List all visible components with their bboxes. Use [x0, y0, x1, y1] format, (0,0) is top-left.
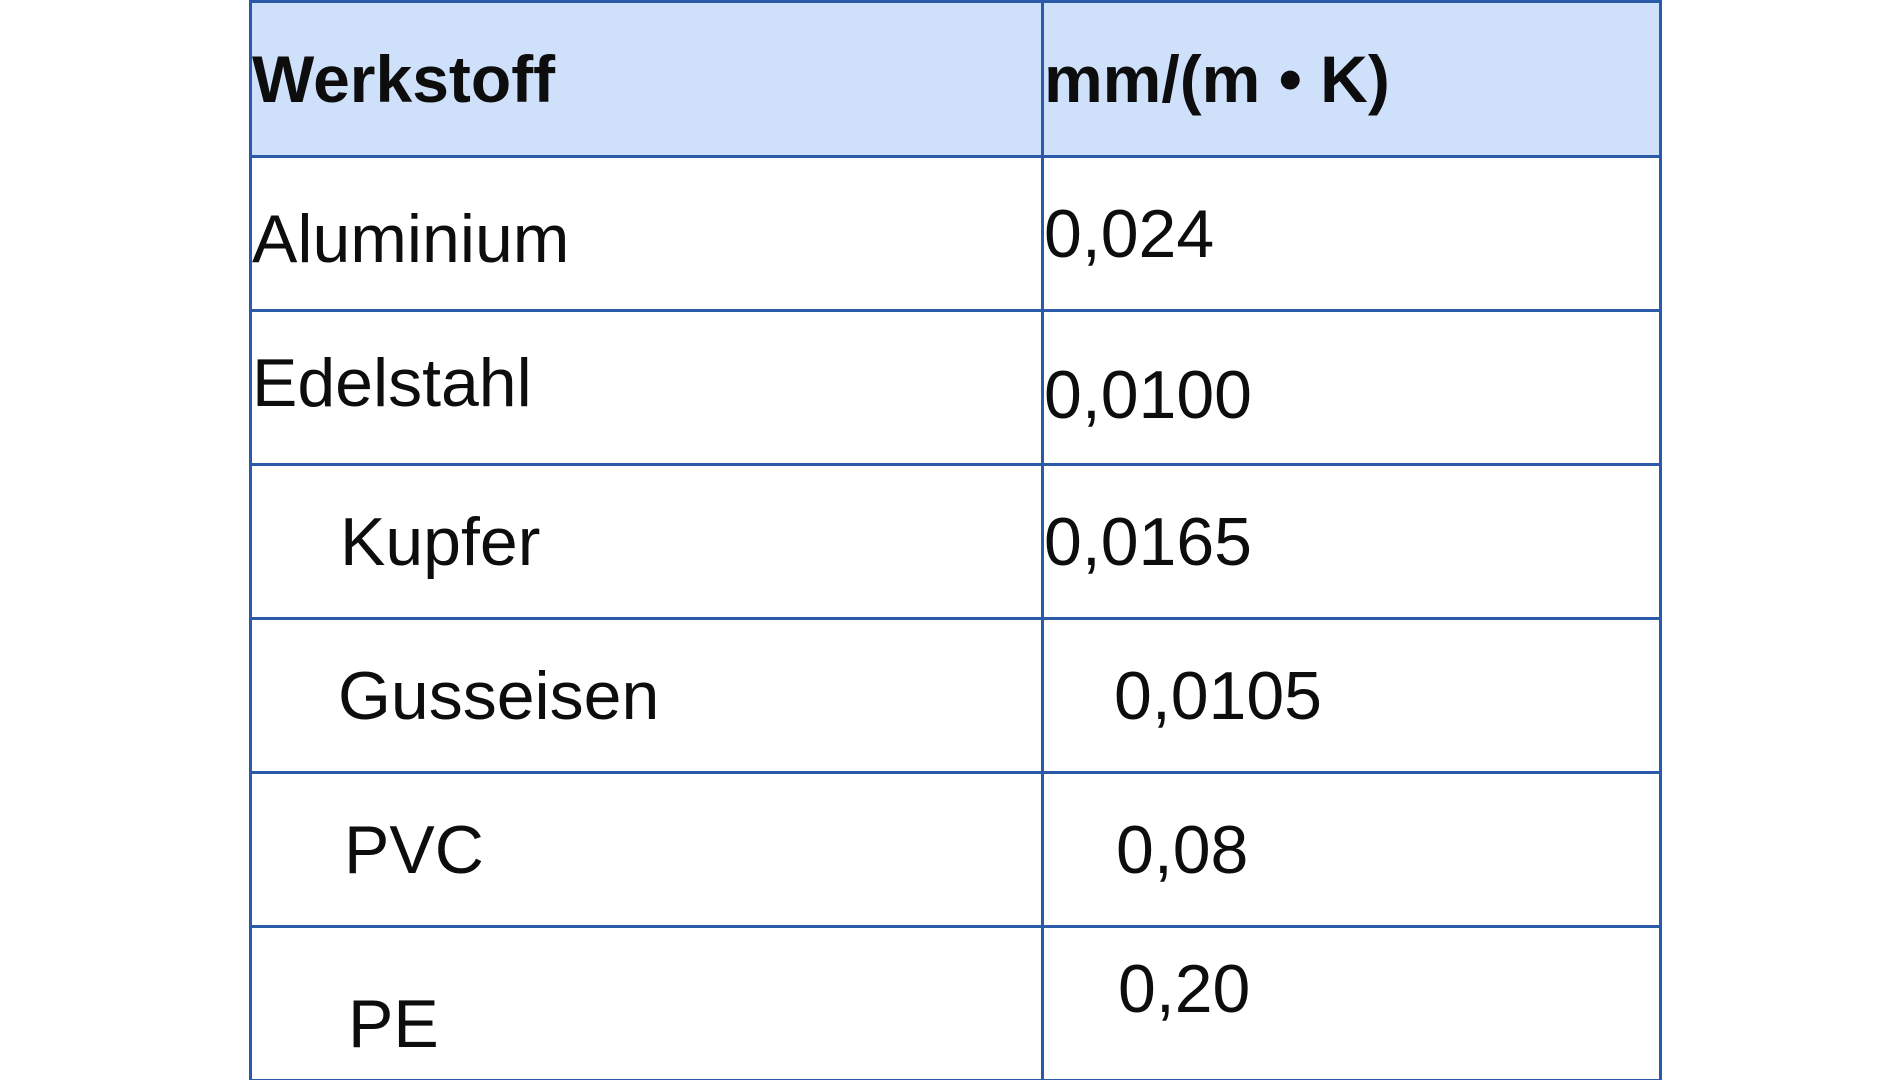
table-row: Aluminium 0,024 [249, 155, 1662, 312]
value-cell: 0,024 [1041, 155, 1662, 312]
expansion-coefficient-table: Werkstoff mm/(m • K) Aluminium 0,024 Ede… [249, 0, 1662, 1080]
value-cell: 0,20 [1041, 925, 1662, 1080]
header-row: Werkstoff mm/(m • K) [249, 0, 1662, 158]
material-cell: Edelstahl [249, 309, 1044, 466]
material-cell: Kupfer [249, 463, 1044, 620]
material-cell: PE [249, 925, 1044, 1080]
value-cell: 0,0105 [1041, 617, 1662, 774]
table-body: Aluminium 0,024 Edelstahl 0,0100 Kupfer … [249, 155, 1662, 1080]
header-material: Werkstoff [249, 0, 1044, 158]
value-cell: 0,08 [1041, 771, 1662, 928]
table-row: PE 0,20 [249, 925, 1662, 1080]
material-cell: Aluminium [249, 155, 1044, 312]
header-unit: mm/(m • K) [1041, 0, 1662, 158]
table-row: Kupfer 0,0165 [249, 463, 1662, 620]
table-row: Edelstahl 0,0100 [249, 309, 1662, 466]
table-row: PVC 0,08 [249, 771, 1662, 928]
material-cell: Gusseisen [249, 617, 1044, 774]
table-row: Gusseisen 0,0105 [249, 617, 1662, 774]
value-cell: 0,0100 [1041, 309, 1662, 466]
value-cell: 0,0165 [1041, 463, 1662, 620]
material-cell: PVC [249, 771, 1044, 928]
table-header: Werkstoff mm/(m • K) [249, 0, 1662, 158]
